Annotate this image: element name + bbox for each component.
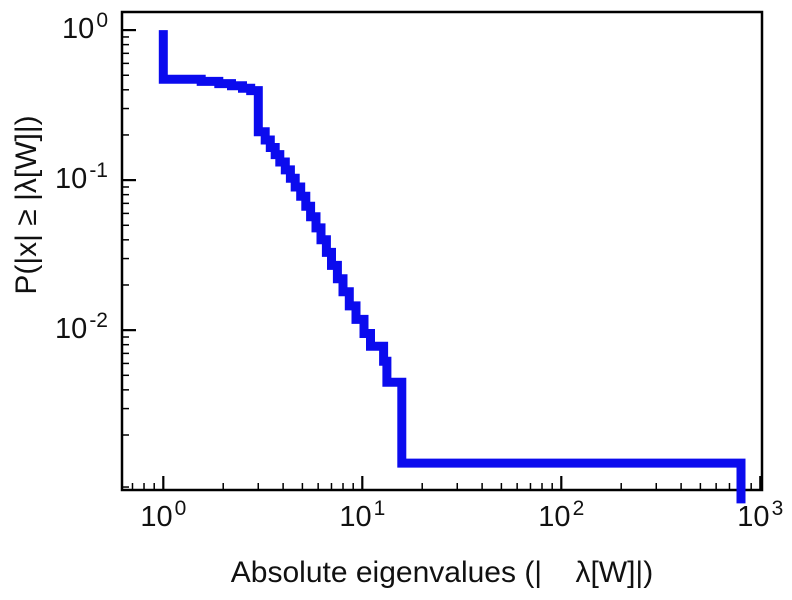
y-tick-label: 10-2	[24, 309, 108, 346]
ccdf-step-line	[158, 30, 746, 504]
tick-exponent: 0	[174, 497, 187, 521]
tick-base: 10	[538, 501, 571, 533]
tick-exponent: -1	[89, 159, 108, 183]
x-axis-label: Absolute eigenvalues (| λ[W]|)	[230, 556, 654, 589]
x-tick-label: 101	[317, 497, 407, 534]
tick-exponent: 3	[771, 497, 784, 521]
tick-base: 10	[339, 501, 372, 533]
tick-exponent: 2	[572, 497, 585, 521]
x-tick-label: 102	[516, 497, 606, 534]
tick-exponent: 1	[373, 497, 386, 521]
tick-exponent: 0	[96, 9, 108, 33]
y-tick-label: 10-1	[24, 159, 108, 196]
tick-base: 10	[62, 13, 95, 46]
x-tick-label: 103	[715, 497, 792, 534]
tick-base: 10	[55, 163, 88, 196]
plot-frame	[120, 10, 764, 492]
tick-base: 10	[55, 313, 88, 346]
tick-base: 10	[737, 501, 770, 533]
tick-base: 10	[140, 501, 173, 533]
tick-exponent: -2	[89, 309, 108, 333]
y-tick-label: 100	[24, 9, 108, 46]
x-tick-label: 100	[118, 497, 208, 534]
